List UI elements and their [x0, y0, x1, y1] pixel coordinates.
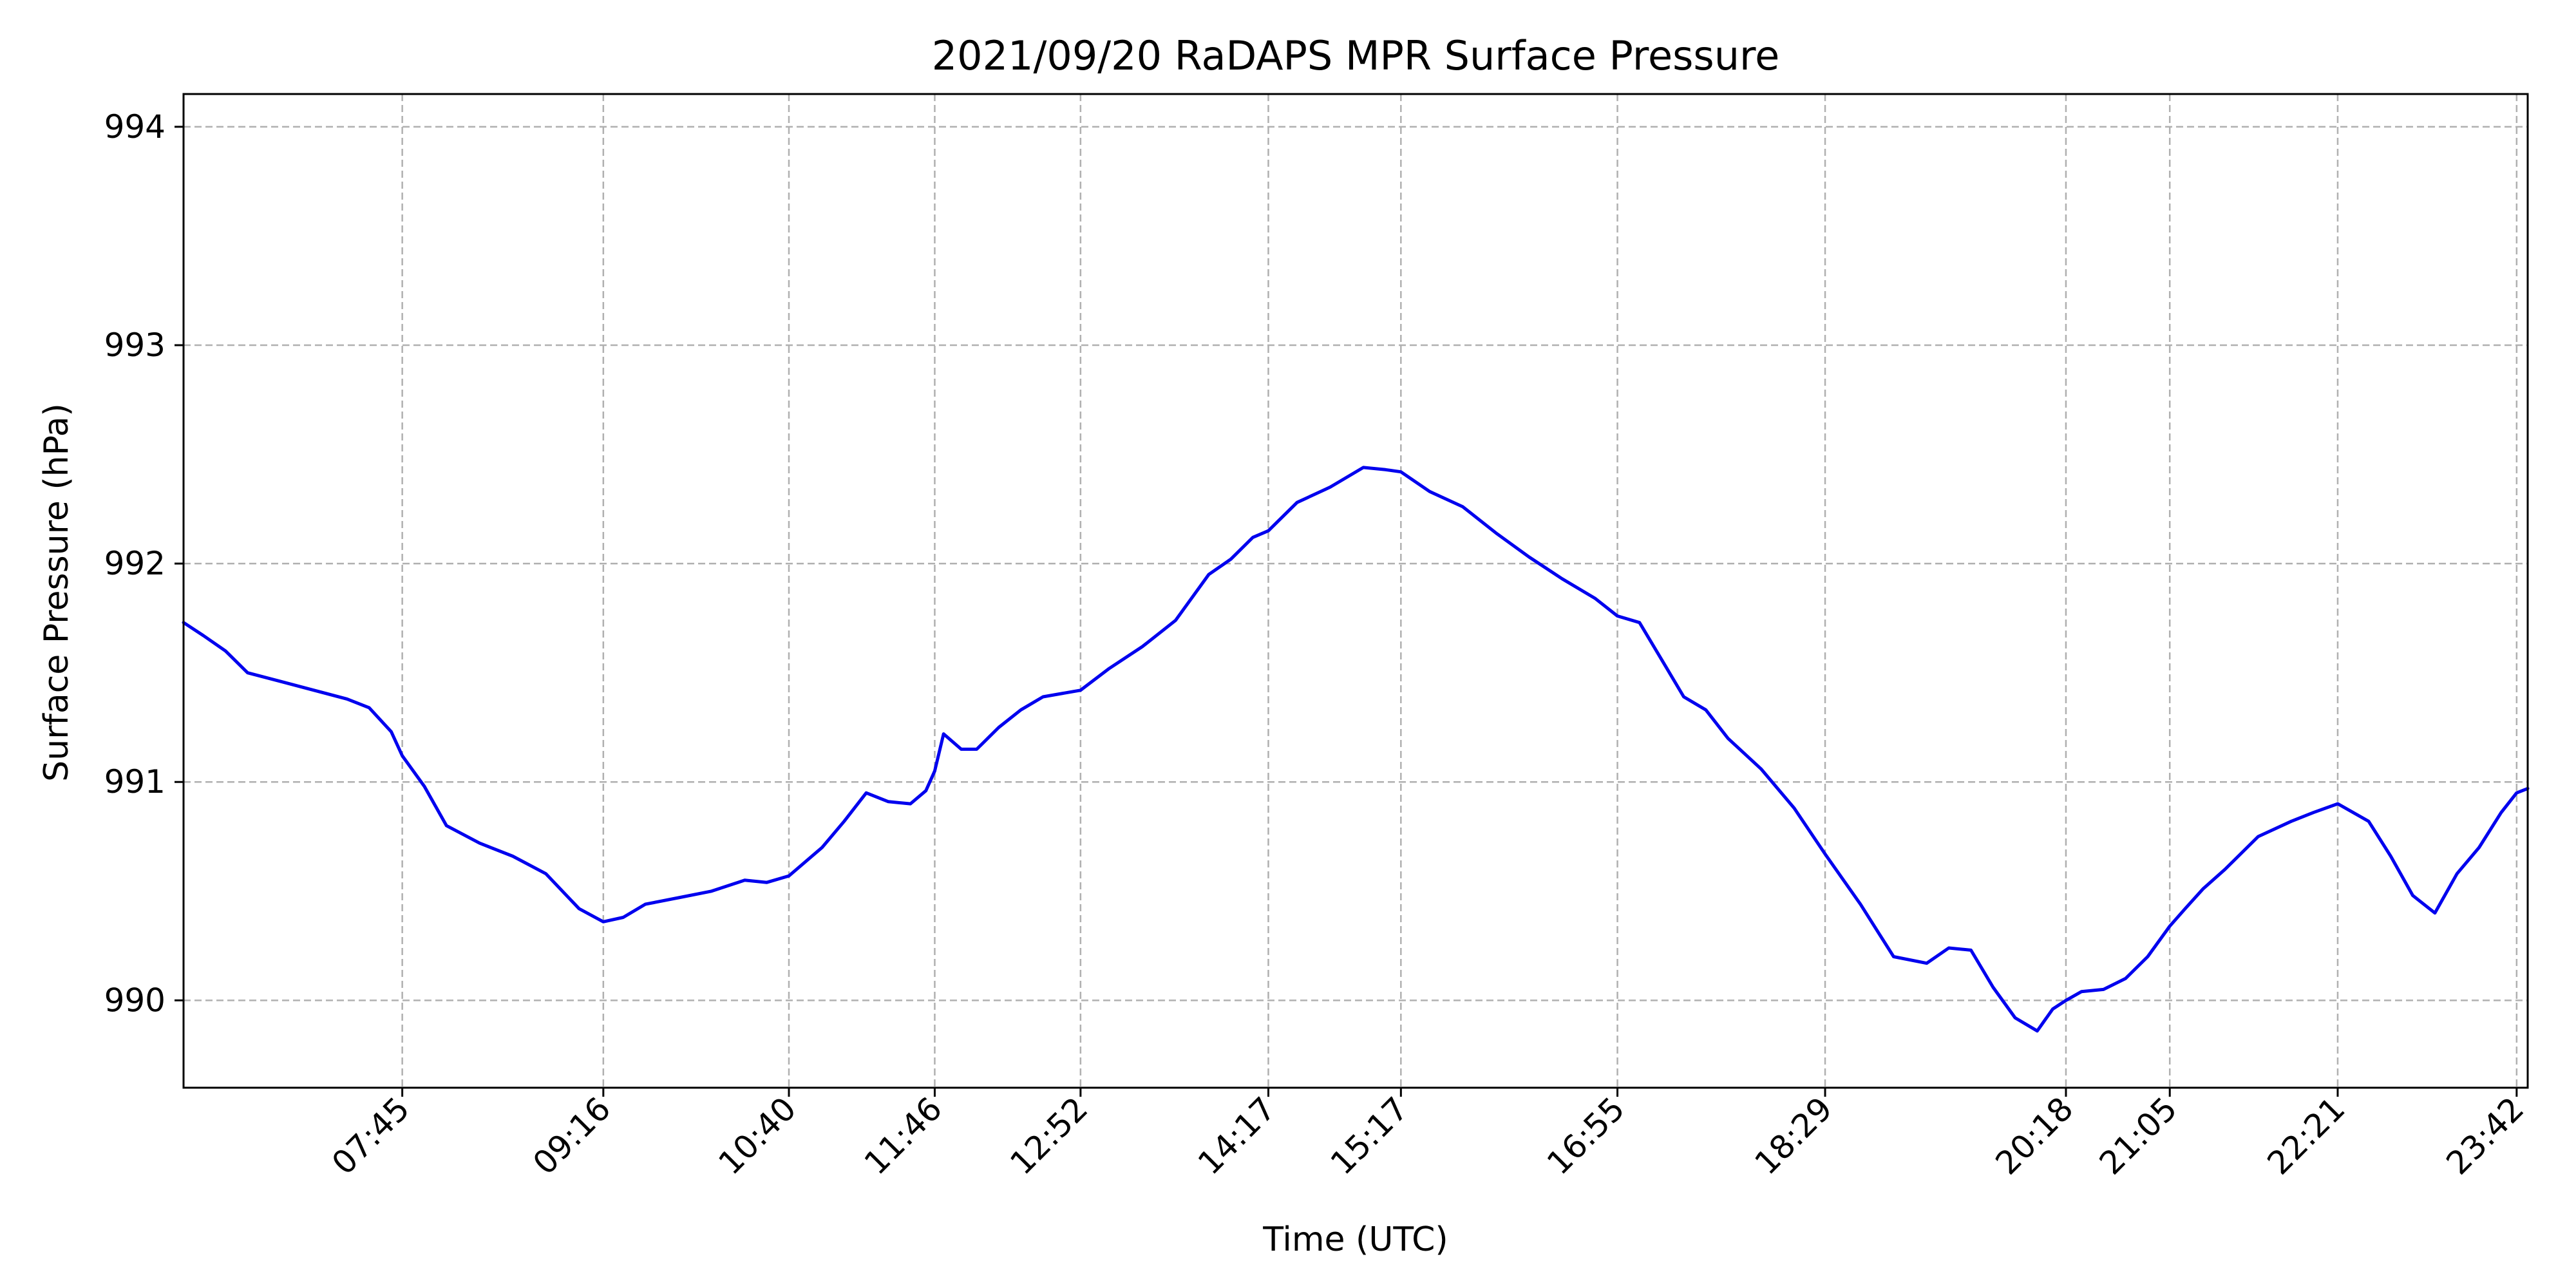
data-area: [182, 466, 2530, 1033]
x-axis-label: Time (UTC): [1262, 1220, 1448, 1259]
chart-title: 2021/09/20 RaDAPS MPR Surface Pressure: [932, 32, 1780, 79]
y-tick-label: 991: [104, 763, 166, 800]
y-tick-label: 992: [104, 545, 166, 582]
y-tick-label: 990: [104, 981, 166, 1019]
y-tick-label: 994: [104, 108, 166, 146]
plot-frame: [182, 93, 2529, 1089]
y-tick-label: 993: [104, 327, 166, 364]
pressure-series-line: [182, 466, 2530, 1033]
grid: [184, 94, 2528, 1088]
y-axis-label: Surface Pressure (hPa): [37, 403, 76, 782]
